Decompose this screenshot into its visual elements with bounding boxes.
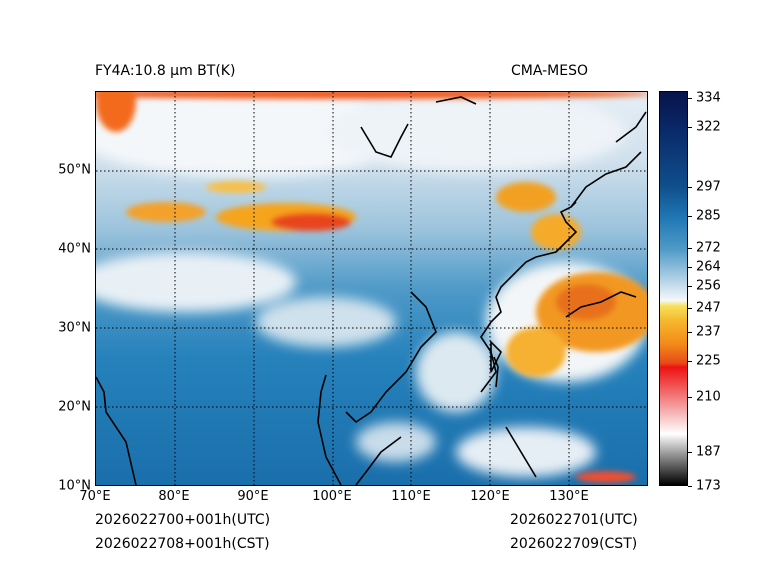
- colorbar-tick-label: 256: [696, 278, 721, 294]
- colorbar-tick-mark: [688, 266, 692, 268]
- lat-label: 10°N: [58, 478, 91, 494]
- colorbar-tick-mark: [688, 127, 692, 129]
- lat-label: 20°N: [58, 399, 91, 415]
- product-title: FY4A:10.8 µm BT(K): [95, 63, 236, 79]
- colorbar-tick-mark: [688, 307, 692, 309]
- colorbar: [659, 91, 688, 486]
- colorbar-tick-label: 272: [696, 240, 721, 256]
- colorbar-tick-label: 173: [696, 478, 721, 494]
- colorbar-tick-mark: [688, 396, 692, 398]
- colorbar-tick-label: 247: [696, 300, 721, 316]
- satellite-map: [95, 91, 648, 486]
- lon-label: 80°E: [158, 489, 190, 504]
- colorbar-tick-mark: [688, 360, 692, 362]
- colorbar-tick-label: 210: [696, 389, 721, 405]
- coastlines: [96, 96, 647, 485]
- lon-label: 70°E: [79, 489, 111, 504]
- colorbar-tick-label: 225: [696, 353, 721, 369]
- colorbar-tick-label: 187: [696, 444, 721, 460]
- lon-label: 130°E: [549, 489, 589, 504]
- lat-label: 50°N: [58, 162, 91, 178]
- colorbar-tick-label: 264: [696, 259, 721, 275]
- colorbar-tick-mark: [688, 247, 692, 249]
- init-time-utc: 2026022700+001h(UTC): [95, 512, 271, 528]
- colorbar-tick-label: 322: [696, 119, 721, 135]
- lat-label: 40°N: [58, 241, 91, 257]
- lon-label: 110°E: [391, 489, 431, 504]
- valid-time-utc: 2026022701(UTC): [510, 512, 638, 528]
- colorbar-tick-label: 297: [696, 179, 721, 195]
- lon-label: 90°E: [237, 489, 269, 504]
- colorbar-tick-label: 334: [696, 90, 721, 106]
- model-source: CMA-MESO: [511, 63, 589, 79]
- colorbar-tick-mark: [688, 216, 692, 218]
- valid-time-cst: 2026022709(CST): [510, 536, 638, 552]
- colorbar-tick-mark: [688, 486, 692, 487]
- colorbar-tick-mark: [688, 98, 692, 100]
- colorbar-tick-label: 285: [696, 208, 721, 224]
- colorbar-tick-mark: [688, 286, 692, 288]
- colorbar-tick-mark: [688, 187, 692, 189]
- init-time-cst: 2026022708+001h(CST): [95, 536, 270, 552]
- lon-label: 120°E: [470, 489, 510, 504]
- graticule: [96, 92, 647, 485]
- colorbar-tick-label: 237: [696, 324, 721, 340]
- colorbar-tick-mark: [688, 452, 692, 454]
- lon-label: 100°E: [312, 489, 352, 504]
- lat-label: 30°N: [58, 320, 91, 336]
- colorbar-tick-mark: [688, 331, 692, 333]
